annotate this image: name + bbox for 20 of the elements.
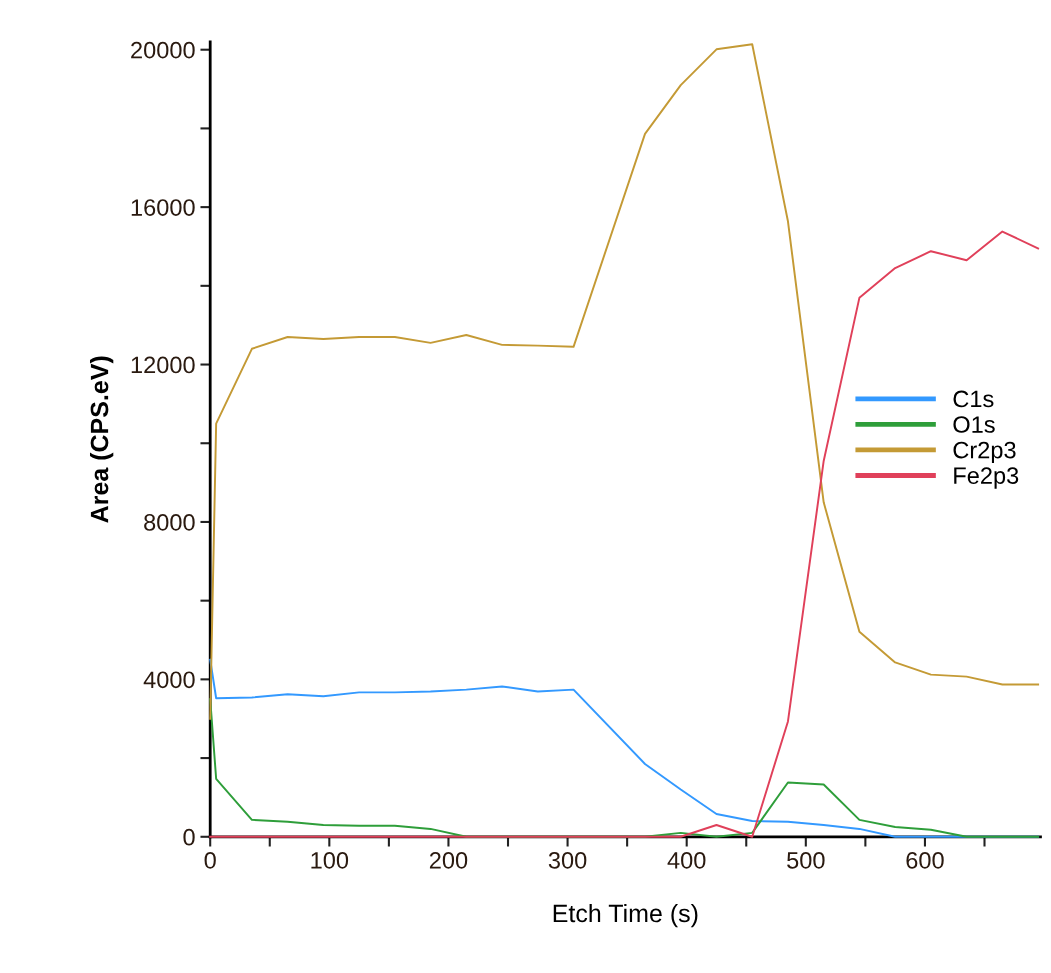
y-axis-title: Area (CPS.eV): [90, 356, 114, 523]
y-tick-label: 0: [183, 828, 195, 846]
x-tick-label: 500: [787, 851, 825, 869]
y-tick-label: 8000: [144, 514, 195, 531]
legend-label: C1s: [953, 390, 994, 408]
legend-label: O1s: [953, 416, 995, 433]
y-tick-label: 12000: [131, 356, 195, 374]
x-tick-label: 0: [204, 851, 216, 869]
y-tick-label: 4000: [143, 671, 195, 689]
y-tick-label: 20000: [131, 41, 195, 59]
x-tick-label: 400: [667, 851, 706, 869]
line-series: [209, 43, 1040, 720]
x-tick-label: 100: [311, 851, 349, 869]
legend-label: Cr2p3: [953, 441, 1016, 464]
x-tick-label: 600: [906, 851, 944, 869]
y-tick-label: 16000: [131, 199, 195, 216]
legend-label: Fe2p3: [954, 467, 1019, 489]
x-tick-label: 300: [548, 851, 587, 869]
x-tick-label: 200: [429, 851, 468, 869]
x-axis-title: Etch Time (s): [553, 903, 698, 928]
